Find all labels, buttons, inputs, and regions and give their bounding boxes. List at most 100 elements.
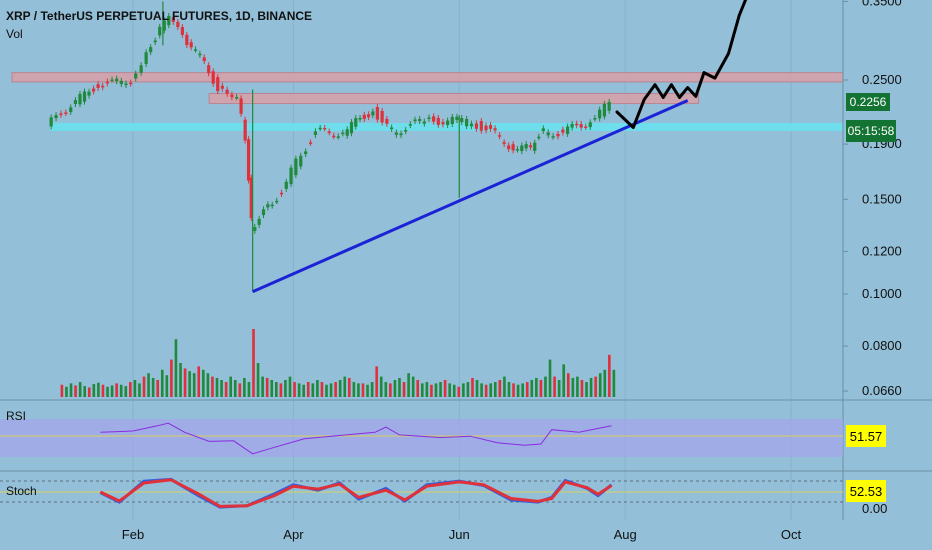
volume-bar	[220, 380, 223, 397]
candle-body	[469, 123, 474, 127]
volume-bar	[92, 384, 96, 397]
countdown-text: 05:15:58	[848, 124, 895, 138]
volume-bar	[566, 373, 570, 397]
volume-bar	[507, 382, 511, 397]
volume-bar	[420, 383, 424, 397]
candle-body	[541, 128, 545, 131]
rsi-label: RSI	[6, 409, 27, 423]
volume-bar	[142, 376, 146, 397]
volume-bar	[179, 363, 182, 397]
rsi-line	[100, 422, 612, 455]
volume-bar	[211, 376, 214, 397]
stoch-series	[99, 477, 613, 509]
candle-body	[82, 91, 87, 102]
volume-bar	[411, 376, 415, 397]
candle-body	[327, 131, 331, 134]
volume-bar	[357, 383, 360, 397]
volume-bar	[124, 386, 128, 397]
candle-body	[308, 142, 313, 144]
y-tick-label: 0.0660	[862, 383, 902, 398]
rsi-value-badge	[846, 425, 886, 447]
volume-bar	[553, 376, 556, 397]
volume-bar	[247, 382, 251, 397]
candle-body	[153, 40, 157, 43]
candle-body	[144, 52, 148, 64]
volume-bar	[311, 383, 315, 397]
resistance-zone	[208, 92, 700, 105]
volume-bar	[138, 383, 141, 397]
volume-bar	[484, 384, 488, 397]
volume-bar	[589, 377, 593, 397]
volume-bar	[215, 377, 219, 397]
volume-bar	[402, 382, 406, 397]
candle-body	[270, 204, 274, 207]
volume-bar	[229, 376, 232, 397]
volume-bar	[147, 373, 150, 397]
candle-body	[537, 136, 541, 139]
ascending-trendline[interactable]	[252, 99, 689, 294]
volume-bar	[233, 380, 237, 397]
candle-body	[207, 65, 211, 74]
volume-bar	[448, 383, 451, 397]
volume-bar	[516, 384, 520, 397]
candle-body	[493, 128, 497, 131]
candle-body	[101, 85, 105, 88]
volume-bar	[430, 384, 433, 397]
volume-bar	[343, 376, 347, 397]
volume-bar	[434, 383, 438, 397]
volume-bar	[284, 380, 287, 397]
volume-bars	[60, 329, 616, 397]
volume-bar	[238, 383, 242, 397]
volume-bar	[585, 382, 588, 397]
candle-body	[385, 118, 389, 124]
candle-body	[399, 133, 403, 136]
candle-body	[354, 118, 358, 127]
volume-bar	[384, 382, 388, 397]
candle-body	[598, 109, 602, 119]
volume-bar	[425, 382, 429, 397]
candle-body	[422, 121, 426, 124]
volume-bar	[306, 382, 310, 397]
candle-body	[110, 79, 114, 82]
candle-body	[436, 117, 440, 125]
volume-bar	[97, 382, 100, 397]
candle-body	[336, 136, 340, 138]
volume-bar	[539, 380, 543, 397]
volume-bar	[480, 383, 483, 397]
candle-body	[235, 97, 239, 99]
candle-body	[511, 144, 515, 151]
candle-body	[533, 142, 537, 151]
volume-bar	[352, 382, 356, 397]
candle-body	[502, 142, 506, 144]
volume-bar	[133, 380, 137, 397]
volume-bar	[252, 329, 255, 397]
volume-bar	[493, 382, 497, 397]
volume-bar	[562, 364, 566, 397]
candle-body	[484, 125, 488, 131]
candle-body	[189, 42, 193, 48]
candle-body	[546, 132, 550, 136]
price-projection-path[interactable]	[615, 0, 750, 129]
volume-bar	[69, 383, 73, 397]
candle-body	[520, 145, 524, 152]
volume-bar	[78, 382, 82, 397]
rsi-value-text: 51.57	[850, 429, 883, 444]
volume-bar	[87, 387, 91, 397]
volume-bar	[366, 384, 369, 397]
volume-bar	[297, 383, 301, 397]
volume-bar	[612, 369, 616, 397]
time-axis[interactable]: Feb Apr Jun Aug Oct	[122, 527, 802, 542]
candle-body	[279, 192, 284, 195]
candle-body	[318, 127, 322, 130]
volume-bar	[206, 373, 210, 397]
volume-bar	[74, 385, 77, 397]
candle-body	[171, 17, 175, 22]
volume-bar	[151, 377, 155, 397]
volume-bar	[115, 383, 118, 397]
volume-bar	[302, 384, 305, 397]
volume-bar	[594, 376, 597, 397]
volume-bar	[165, 375, 169, 397]
candle-body	[584, 126, 588, 128]
volume-bar	[275, 382, 278, 397]
